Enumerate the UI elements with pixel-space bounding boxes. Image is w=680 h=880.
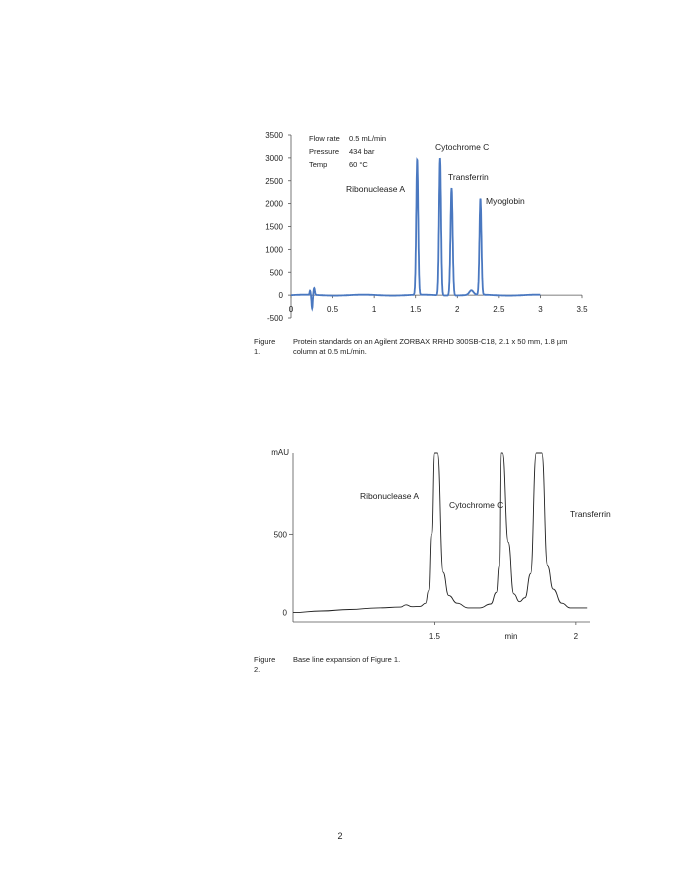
x-tick-label: 3 <box>538 305 543 314</box>
y-tick-label: 2500 <box>265 177 283 186</box>
y-tick-label: 500 <box>274 530 288 539</box>
x-tick-label: 2 <box>574 632 579 640</box>
condition-label: Pressure <box>309 147 339 156</box>
figure2-caption-label: Figure 2. <box>254 655 276 674</box>
condition-label: Flow rate <box>309 134 340 143</box>
condition-value: 434 bar <box>349 147 375 156</box>
condition-value: 0.5 mL/min <box>349 134 386 143</box>
x-tick-label: 2 <box>455 305 460 314</box>
y-tick-label: 1500 <box>265 223 283 232</box>
chromatogram-chart: 3500 3000 2500 2000 1500 1000 500 0 -500 0 0.5 1 1.5… <box>265 131 588 323</box>
condition-label: Temp <box>309 160 327 169</box>
chromatogram-trace <box>291 157 541 312</box>
x-tick-label: 1 <box>372 305 377 314</box>
y-axis-unit: mAU <box>271 448 289 457</box>
x-tick-label: 0 <box>289 305 294 314</box>
y-tick-label: 2000 <box>265 200 283 209</box>
peak-label: Transferrin <box>448 172 489 182</box>
peak-label: Ribonuclease A <box>346 184 405 194</box>
figure1-caption-text: Protein standards on an Agilent ZORBAX R… <box>293 337 568 356</box>
baseline-expansion-chart: mAU 500 0 1.5 2 min Ribonuclease A Cytochrome … <box>271 448 611 640</box>
peak-label: Myoglobin <box>486 196 525 206</box>
y-tick-label: 500 <box>270 268 284 277</box>
y-tick-label: 1000 <box>265 245 283 254</box>
x-tick-label: 2.5 <box>493 305 505 314</box>
figure1-caption-label: Figure 1. <box>254 337 276 356</box>
y-tick-label: -500 <box>267 314 284 323</box>
x-tick-label: 0.5 <box>327 305 339 314</box>
x-tick-label: 1.5 <box>410 305 422 314</box>
x-axis-unit: min <box>505 632 518 640</box>
condition-value: 60 °C <box>349 160 368 169</box>
figure2-caption-text: Base line expansion of Figure 1. <box>293 655 401 664</box>
peak-label: Cytochrome C <box>449 500 503 510</box>
page-number: 2 <box>337 831 343 841</box>
peak-label: Ribonuclease A <box>360 491 419 501</box>
baseline-trace <box>292 452 588 614</box>
y-tick-label: 3500 <box>265 131 283 140</box>
x-tick-label: 3.5 <box>576 305 588 314</box>
y-tick-label: 0 <box>279 291 284 300</box>
y-tick-label: 0 <box>283 609 288 618</box>
peak-label: Cytochrome C <box>435 142 489 152</box>
y-tick-label: 3000 <box>265 154 283 163</box>
x-tick-label: 1.5 <box>429 632 441 640</box>
peak-label: Transferrin <box>570 509 611 519</box>
